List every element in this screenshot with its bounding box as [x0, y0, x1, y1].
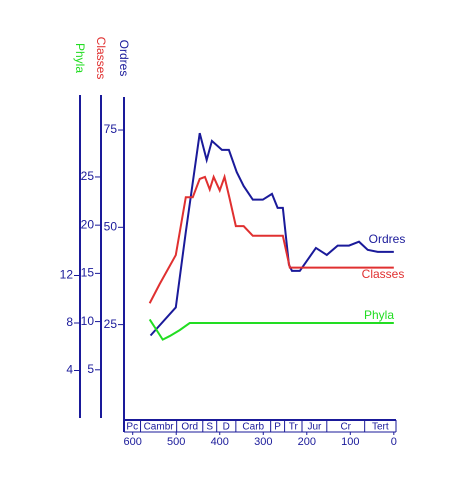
period-label: Tr	[289, 422, 299, 433]
y-tick-label: 75	[104, 122, 118, 136]
y-axis-title: Classes	[94, 37, 108, 80]
series-label: Phyla	[364, 308, 394, 322]
period-label: Ord	[181, 422, 198, 433]
y-tick-label: 12	[60, 268, 74, 282]
period-label: Jur	[307, 422, 322, 433]
x-tick-label: 100	[341, 436, 359, 448]
y-tick-label: 4	[66, 363, 73, 377]
period-label: D	[223, 422, 230, 433]
y-tick-label: 15	[81, 266, 95, 280]
y-tick-label: 25	[81, 169, 95, 183]
y-axis-title: Ordres	[117, 40, 131, 77]
y-tick-label: 10	[81, 314, 95, 328]
series-line	[148, 173, 394, 304]
period-label: Tert	[372, 422, 389, 433]
y-axis-title: Phyla	[73, 43, 87, 73]
period-label: P	[274, 422, 281, 433]
series-label: Ordres	[369, 232, 406, 246]
x-tick-label: 0	[391, 436, 397, 448]
x-tick-label: 300	[254, 436, 272, 448]
period-label: S	[206, 422, 213, 433]
series-label: Classes	[362, 267, 405, 281]
y-tick-label: 25	[104, 317, 118, 331]
y-tick-label: 50	[104, 219, 118, 233]
period-label: Cambr	[144, 422, 175, 433]
period-label: Carb	[242, 422, 264, 433]
series-line	[149, 132, 394, 337]
x-tick-label: 600	[124, 436, 142, 448]
x-tick-label: 200	[298, 436, 316, 448]
y-tick-label: 8	[66, 315, 73, 329]
x-tick-label: 400	[211, 436, 229, 448]
x-tick-label: 500	[167, 436, 185, 448]
y-tick-label: 5	[87, 362, 94, 376]
period-label: Pc	[126, 422, 138, 433]
period-label: Cr	[340, 422, 351, 433]
y-tick-label: 20	[81, 217, 95, 231]
series-line	[148, 318, 394, 341]
